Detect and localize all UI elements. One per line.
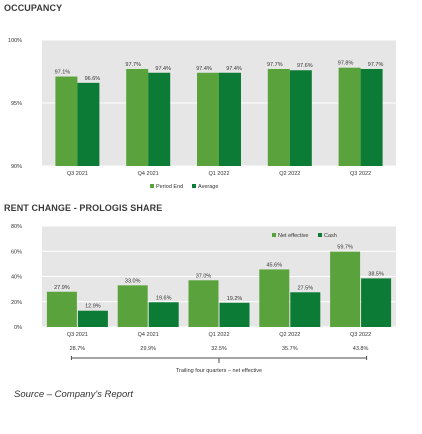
data-label: 37.0% [196, 273, 212, 279]
bar-average [77, 82, 100, 166]
bar-average [148, 72, 171, 166]
y-tick-label: 100% [8, 38, 22, 44]
data-label: 97.8% [338, 61, 354, 67]
bar-cash [148, 302, 179, 327]
bar-average [360, 68, 383, 166]
x-tick-label: Q1 2022 [208, 171, 229, 177]
data-label: 97.6% [297, 63, 313, 69]
legend-label-period-end: Period End [156, 184, 183, 190]
data-label: 12.9% [85, 304, 101, 310]
data-label: 96.6% [85, 76, 101, 82]
legend-label-cash: Cash [324, 233, 337, 239]
trailing-value: 29.9% [140, 346, 156, 352]
y-tick-label: 90% [11, 164, 22, 170]
bar-net-effective [46, 291, 77, 327]
x-tick-label: Q1 2022 [208, 332, 229, 338]
x-tick-label: Q3 2022 [350, 332, 371, 338]
bar-average [219, 72, 241, 166]
data-label: 45.6% [266, 262, 282, 268]
legend-label-average: Average [198, 184, 218, 190]
data-label: 27.9% [54, 285, 70, 291]
bar-cash [290, 292, 321, 327]
data-label: 97.4% [196, 66, 212, 72]
x-tick-label: Q4 2021 [138, 171, 159, 177]
y-tick-label: 40% [11, 275, 22, 281]
bar-cash [361, 278, 392, 327]
legend-swatch-average [192, 184, 196, 188]
data-label: 97.7% [267, 62, 283, 68]
occupancy-title: OCCUPANCY [4, 3, 63, 13]
data-label: 27.5% [297, 285, 313, 291]
bar-net-effective [259, 269, 290, 327]
bar-period-end [338, 67, 361, 166]
data-label: 97.4% [155, 66, 171, 72]
bar-period-end [55, 76, 78, 166]
x-tick-label: Q2 2022 [279, 171, 300, 177]
trailing-value: 43.8% [353, 346, 369, 352]
data-label: 59.7% [337, 245, 353, 251]
x-tick-label: Q4 2021 [138, 332, 159, 338]
data-label: 97.1% [55, 70, 71, 76]
y-tick-label: 95% [11, 101, 22, 107]
x-tick-label: Q3 2022 [350, 171, 371, 177]
bar-cash [77, 310, 108, 327]
bar-net-effective [330, 251, 361, 327]
data-label: 97.7% [368, 62, 384, 68]
trailing-value: 35.7% [282, 346, 298, 352]
data-label: 19.2% [227, 296, 243, 302]
data-label: 97.4% [226, 66, 242, 72]
legend-label-net-effective: Net effective [278, 233, 308, 239]
bar-period-end [126, 68, 149, 166]
y-tick-label: 0% [14, 325, 22, 331]
legend-swatch-net-effective [272, 233, 276, 237]
bar-period-end [267, 68, 290, 166]
y-tick-label: 80% [11, 224, 22, 230]
data-label: 97.7% [125, 62, 141, 68]
bar-cash [219, 302, 250, 327]
x-tick-label: Q2 2022 [279, 332, 300, 338]
bar-period-end [197, 72, 219, 166]
trailing-value: 28.7% [70, 346, 86, 352]
trailing-value: 32.5% [211, 346, 227, 352]
y-tick-label: 20% [11, 300, 22, 306]
occupancy-chart: 90% 95% 100% 97.1% 96.6% Q3 2021 97.7% 97.4% Q4 … [8, 38, 396, 190]
legend-swatch-period-end [150, 184, 154, 188]
data-label: 19.6% [156, 295, 172, 301]
rent-change-title: RENT CHANGE - PROLOGIS SHARE [4, 203, 163, 213]
bar-net-effective [117, 285, 148, 327]
x-tick-label: Q3 2021 [67, 171, 88, 177]
x-tick-label: Q3 2021 [67, 332, 88, 338]
trailing-label: Trailing four quarters – net effective [176, 368, 262, 374]
y-tick-label: 60% [11, 249, 22, 255]
data-label: 38.5% [368, 271, 384, 277]
rent-change-chart: 0% 20% 40% 60% 80% 27.9% 12.9% Q3 2021 33.0% 19.6… [11, 224, 396, 374]
legend-swatch-cash [318, 233, 322, 237]
bar-net-effective [188, 280, 219, 327]
bar-average [289, 70, 312, 166]
source-note: Source – Company's Report [14, 389, 134, 400]
data-label: 33.0% [125, 278, 141, 284]
